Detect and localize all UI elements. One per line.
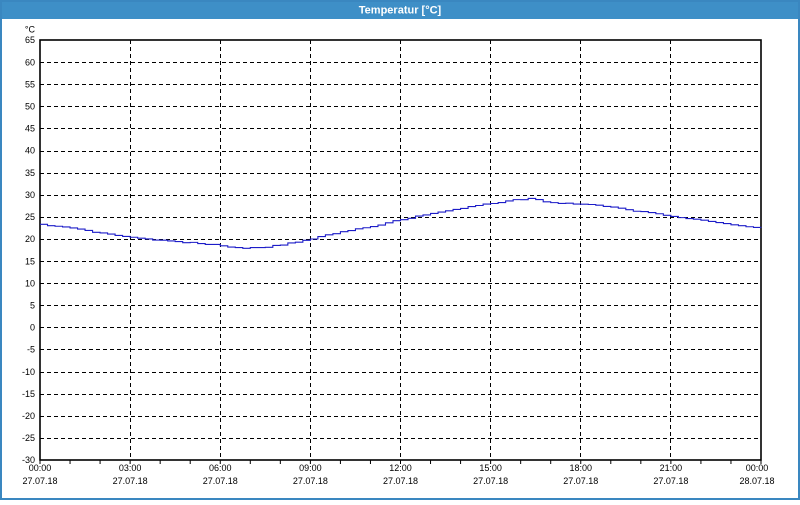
svg-text:03:00: 03:00 [119,463,142,473]
svg-text:27.07.18: 27.07.18 [22,476,57,486]
svg-text:Temperatur [°C]: Temperatur [°C] [359,5,442,17]
svg-text:15:00: 15:00 [479,463,502,473]
svg-text:27.07.18: 27.07.18 [113,476,148,486]
svg-text:-15: -15 [22,389,35,399]
svg-text:27.07.18: 27.07.18 [203,476,238,486]
svg-text:27.07.18: 27.07.18 [563,476,598,486]
svg-text:06:00: 06:00 [209,463,232,473]
svg-text:12:00: 12:00 [389,463,412,473]
svg-text:28.07.18: 28.07.18 [739,476,774,486]
svg-text:0: 0 [30,323,35,333]
svg-text:-20: -20 [22,411,35,421]
svg-text:-5: -5 [27,345,35,355]
svg-text:10: 10 [25,278,35,288]
svg-text:65: 65 [25,35,35,45]
svg-text:°C: °C [25,25,36,35]
svg-text:27.07.18: 27.07.18 [653,476,688,486]
svg-text:27.07.18: 27.07.18 [383,476,418,486]
svg-text:20: 20 [25,234,35,244]
svg-text:15: 15 [25,256,35,266]
svg-text:60: 60 [25,57,35,67]
svg-text:35: 35 [25,168,35,178]
svg-text:30: 30 [25,190,35,200]
svg-text:09:00: 09:00 [299,463,322,473]
svg-text:45: 45 [25,124,35,134]
svg-text:40: 40 [25,146,35,156]
svg-text:55: 55 [25,79,35,89]
svg-text:21:00: 21:00 [660,463,683,473]
svg-text:27.07.18: 27.07.18 [473,476,508,486]
svg-text:-10: -10 [22,367,35,377]
svg-text:18:00: 18:00 [569,463,592,473]
svg-text:-25: -25 [22,433,35,443]
svg-text:50: 50 [25,102,35,112]
svg-text:00:00: 00:00 [29,463,52,473]
svg-text:27.07.18: 27.07.18 [293,476,328,486]
svg-text:25: 25 [25,212,35,222]
svg-text:5: 5 [30,301,35,311]
svg-text:00:00: 00:00 [746,463,769,473]
